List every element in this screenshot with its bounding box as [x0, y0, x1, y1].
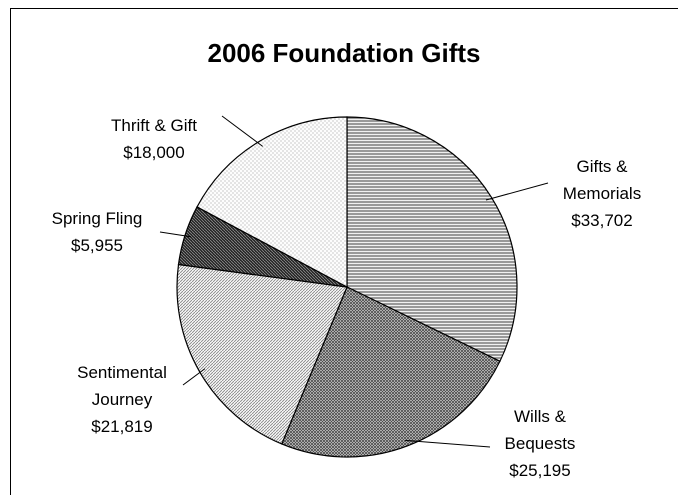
- slice-label: Sentimental Journey $21,819: [60, 359, 184, 440]
- chart-title: 2006 Foundation Gifts: [207, 38, 481, 68]
- slice-name: Spring Fling: [51, 209, 143, 228]
- leader-line: [182, 368, 206, 386]
- slice-value: $25,195: [509, 461, 571, 480]
- slice-label: Thrift & Gift $18,000: [92, 112, 216, 166]
- leader-line: [159, 231, 191, 238]
- slice-name: Gifts & Memorials: [562, 157, 642, 203]
- pie-slice: [176, 263, 348, 445]
- chart-frame: [10, 8, 678, 495]
- pie-slice: [346, 116, 518, 363]
- slice-value: $21,819: [91, 417, 153, 436]
- pie-slice: [196, 116, 348, 289]
- slice-name: Sentimental Journey: [77, 363, 167, 409]
- slice-value: $18,000: [123, 143, 185, 162]
- slice-label: Gifts & Memorials $33,702: [540, 153, 664, 234]
- pie-slice: [280, 286, 501, 458]
- slice-value: $33,702: [571, 211, 633, 230]
- slice-name: Thrift & Gift: [111, 116, 197, 135]
- leader-line: [405, 439, 491, 448]
- slice-label: Wills & Bequests $25,195: [478, 403, 602, 484]
- leader-line: [485, 182, 549, 201]
- slice-name: Wills & Bequests: [504, 407, 576, 453]
- slice-label: Spring Fling $5,955: [35, 205, 159, 259]
- leader-line: [221, 115, 263, 147]
- slice-value: $5,955: [71, 236, 123, 255]
